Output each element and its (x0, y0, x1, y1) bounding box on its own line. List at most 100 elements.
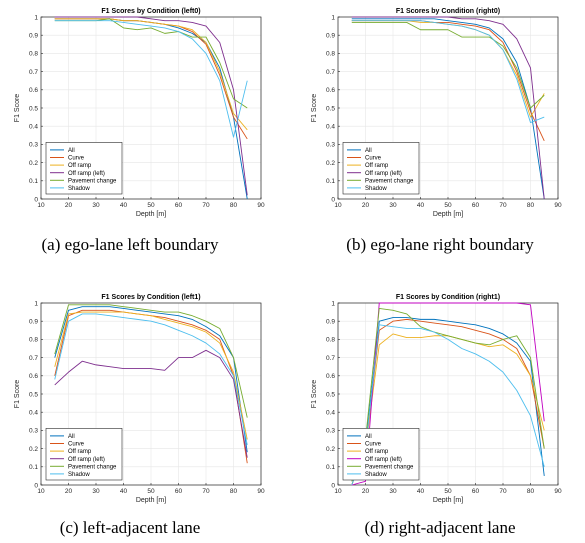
legend-entry: Off ramp (365, 163, 389, 169)
x-tick-label: 70 (499, 488, 507, 495)
x-tick-label: 70 (499, 202, 507, 209)
y-axis-label: F1 Score (311, 94, 318, 123)
y-tick-label: 0.8 (326, 51, 335, 58)
legend-entry: All (365, 434, 372, 440)
x-tick-label: 50 (444, 202, 452, 209)
subfigure-caption: (a) ego-lane left boundary (42, 235, 219, 254)
y-tick-label: 0.2 (326, 160, 335, 167)
chart-title: F1 Scores by Condition (left1) (101, 294, 200, 301)
chart-title: F1 Scores by Condition (right0) (396, 8, 500, 15)
legend-entry: All (68, 148, 75, 154)
series-line-3 (54, 311, 248, 440)
legend-entry: Shadow (365, 472, 387, 478)
x-tick-label: 60 (175, 488, 183, 495)
chart-panel-4: 10 20 30 40 50 60 70 80 90 0 0.1 0.2 0.3 0.4 0.5 0.6 0.7… (311, 294, 562, 537)
legend-entry: Off ramp (left) (365, 171, 402, 177)
subfigure-caption: (d) right-adjacent lane (364, 518, 515, 537)
series-line-4 (351, 302, 545, 486)
y-tick-label: 0.2 (326, 446, 335, 453)
series-line-6 (54, 313, 248, 446)
chart-panel-3: 10 20 30 40 50 60 70 80 90 0 0.1 0.2 0.3 0.4 0.5 0.6 0.7… (14, 294, 265, 537)
x-tick-label: 50 (147, 202, 155, 209)
x-tick-label: 50 (444, 488, 452, 495)
x-tick-label: 80 (527, 488, 535, 495)
legend-entry: Pavement change (365, 464, 414, 470)
chart-panel-2: 10 20 30 40 50 60 70 80 90 0 0.1 0.2 0.3 0.4 0.5 0.6 0.7… (311, 8, 562, 254)
x-tick-label: 80 (230, 488, 238, 495)
subfigure-caption: (b) ego-lane right boundary (346, 235, 534, 254)
y-tick-label: 0.5 (326, 391, 335, 398)
x-tick-label: 80 (527, 202, 535, 209)
y-tick-label: 0.9 (326, 33, 335, 40)
y-tick-label: 0.2 (29, 160, 38, 167)
y-tick-label: 0.3 (29, 142, 38, 149)
series-line-4 (54, 16, 248, 196)
x-axis-label: Depth [m] (433, 497, 463, 504)
y-tick-label: 0.5 (29, 391, 38, 398)
series-line-6 (351, 20, 545, 124)
x-tick-label: 10 (37, 488, 45, 495)
legend-entry: Curve (365, 156, 382, 162)
x-tick-label: 90 (257, 488, 265, 495)
y-tick-label: 0 (34, 196, 38, 203)
series-line-4 (54, 349, 248, 458)
series-line-4 (351, 16, 545, 200)
x-tick-label: 70 (202, 202, 210, 209)
subfigure-caption: (c) left-adjacent lane (60, 518, 201, 537)
y-tick-label: 0.4 (326, 410, 335, 417)
y-tick-label: 0.7 (29, 355, 38, 362)
legend-entry: Off ramp (left) (68, 457, 105, 463)
x-axis-label: Depth [m] (136, 211, 166, 218)
y-axis-label: F1 Score (14, 94, 21, 123)
y-tick-label: 0 (331, 482, 335, 489)
legend-entry: Off ramp (68, 449, 92, 455)
x-tick-label: 10 (334, 202, 342, 209)
legend-box (45, 428, 123, 481)
chart-title: F1 Scores by Condition (left0) (101, 8, 200, 15)
y-tick-label: 0.6 (326, 87, 335, 94)
x-tick-label: 60 (472, 202, 480, 209)
y-tick-label: 1 (331, 14, 335, 21)
legend-entry: Curve (68, 442, 85, 448)
x-tick-label: 80 (230, 202, 238, 209)
x-tick-label: 90 (554, 488, 562, 495)
x-tick-label: 30 (92, 488, 100, 495)
legend-entry: Shadow (365, 186, 387, 192)
legend-box (342, 142, 420, 195)
y-tick-label: 0.2 (29, 446, 38, 453)
legend-entry: Curve (68, 156, 85, 162)
legend-entry: Pavement change (68, 464, 117, 470)
x-tick-label: 20 (65, 488, 73, 495)
x-tick-label: 60 (472, 488, 480, 495)
y-axis-label: F1 Score (311, 380, 318, 409)
legend-entry: Pavement change (365, 178, 414, 184)
legend-entry: All (365, 148, 372, 154)
legend-entry: Shadow (68, 472, 90, 478)
x-tick-label: 40 (120, 202, 128, 209)
series-line-3 (54, 18, 248, 131)
legend-entry: All (68, 434, 75, 440)
y-tick-label: 0.6 (29, 87, 38, 94)
y-tick-label: 0.8 (29, 51, 38, 58)
y-tick-label: 0.1 (29, 464, 38, 471)
y-tick-label: 0.7 (29, 69, 38, 76)
x-tick-label: 10 (334, 488, 342, 495)
x-tick-label: 60 (175, 202, 183, 209)
series-line-5 (54, 304, 248, 418)
x-tick-label: 50 (147, 488, 155, 495)
y-tick-label: 0.4 (326, 124, 335, 131)
legend-entry: Off ramp (left) (68, 171, 105, 177)
x-tick-label: 90 (554, 202, 562, 209)
series-line-5 (351, 22, 545, 109)
series-line-1 (54, 306, 248, 453)
chart-panel-1: 10 20 30 40 50 60 70 80 90 0 0.1 0.2 0.3 0.4 0.5 0.6 0.7… (14, 8, 265, 254)
x-tick-label: 90 (257, 202, 265, 209)
series-line-6 (54, 20, 248, 138)
x-tick-label: 20 (362, 202, 370, 209)
y-tick-label: 0.1 (29, 178, 38, 185)
legend-entry: Pavement change (68, 178, 117, 184)
x-tick-label: 20 (362, 488, 370, 495)
